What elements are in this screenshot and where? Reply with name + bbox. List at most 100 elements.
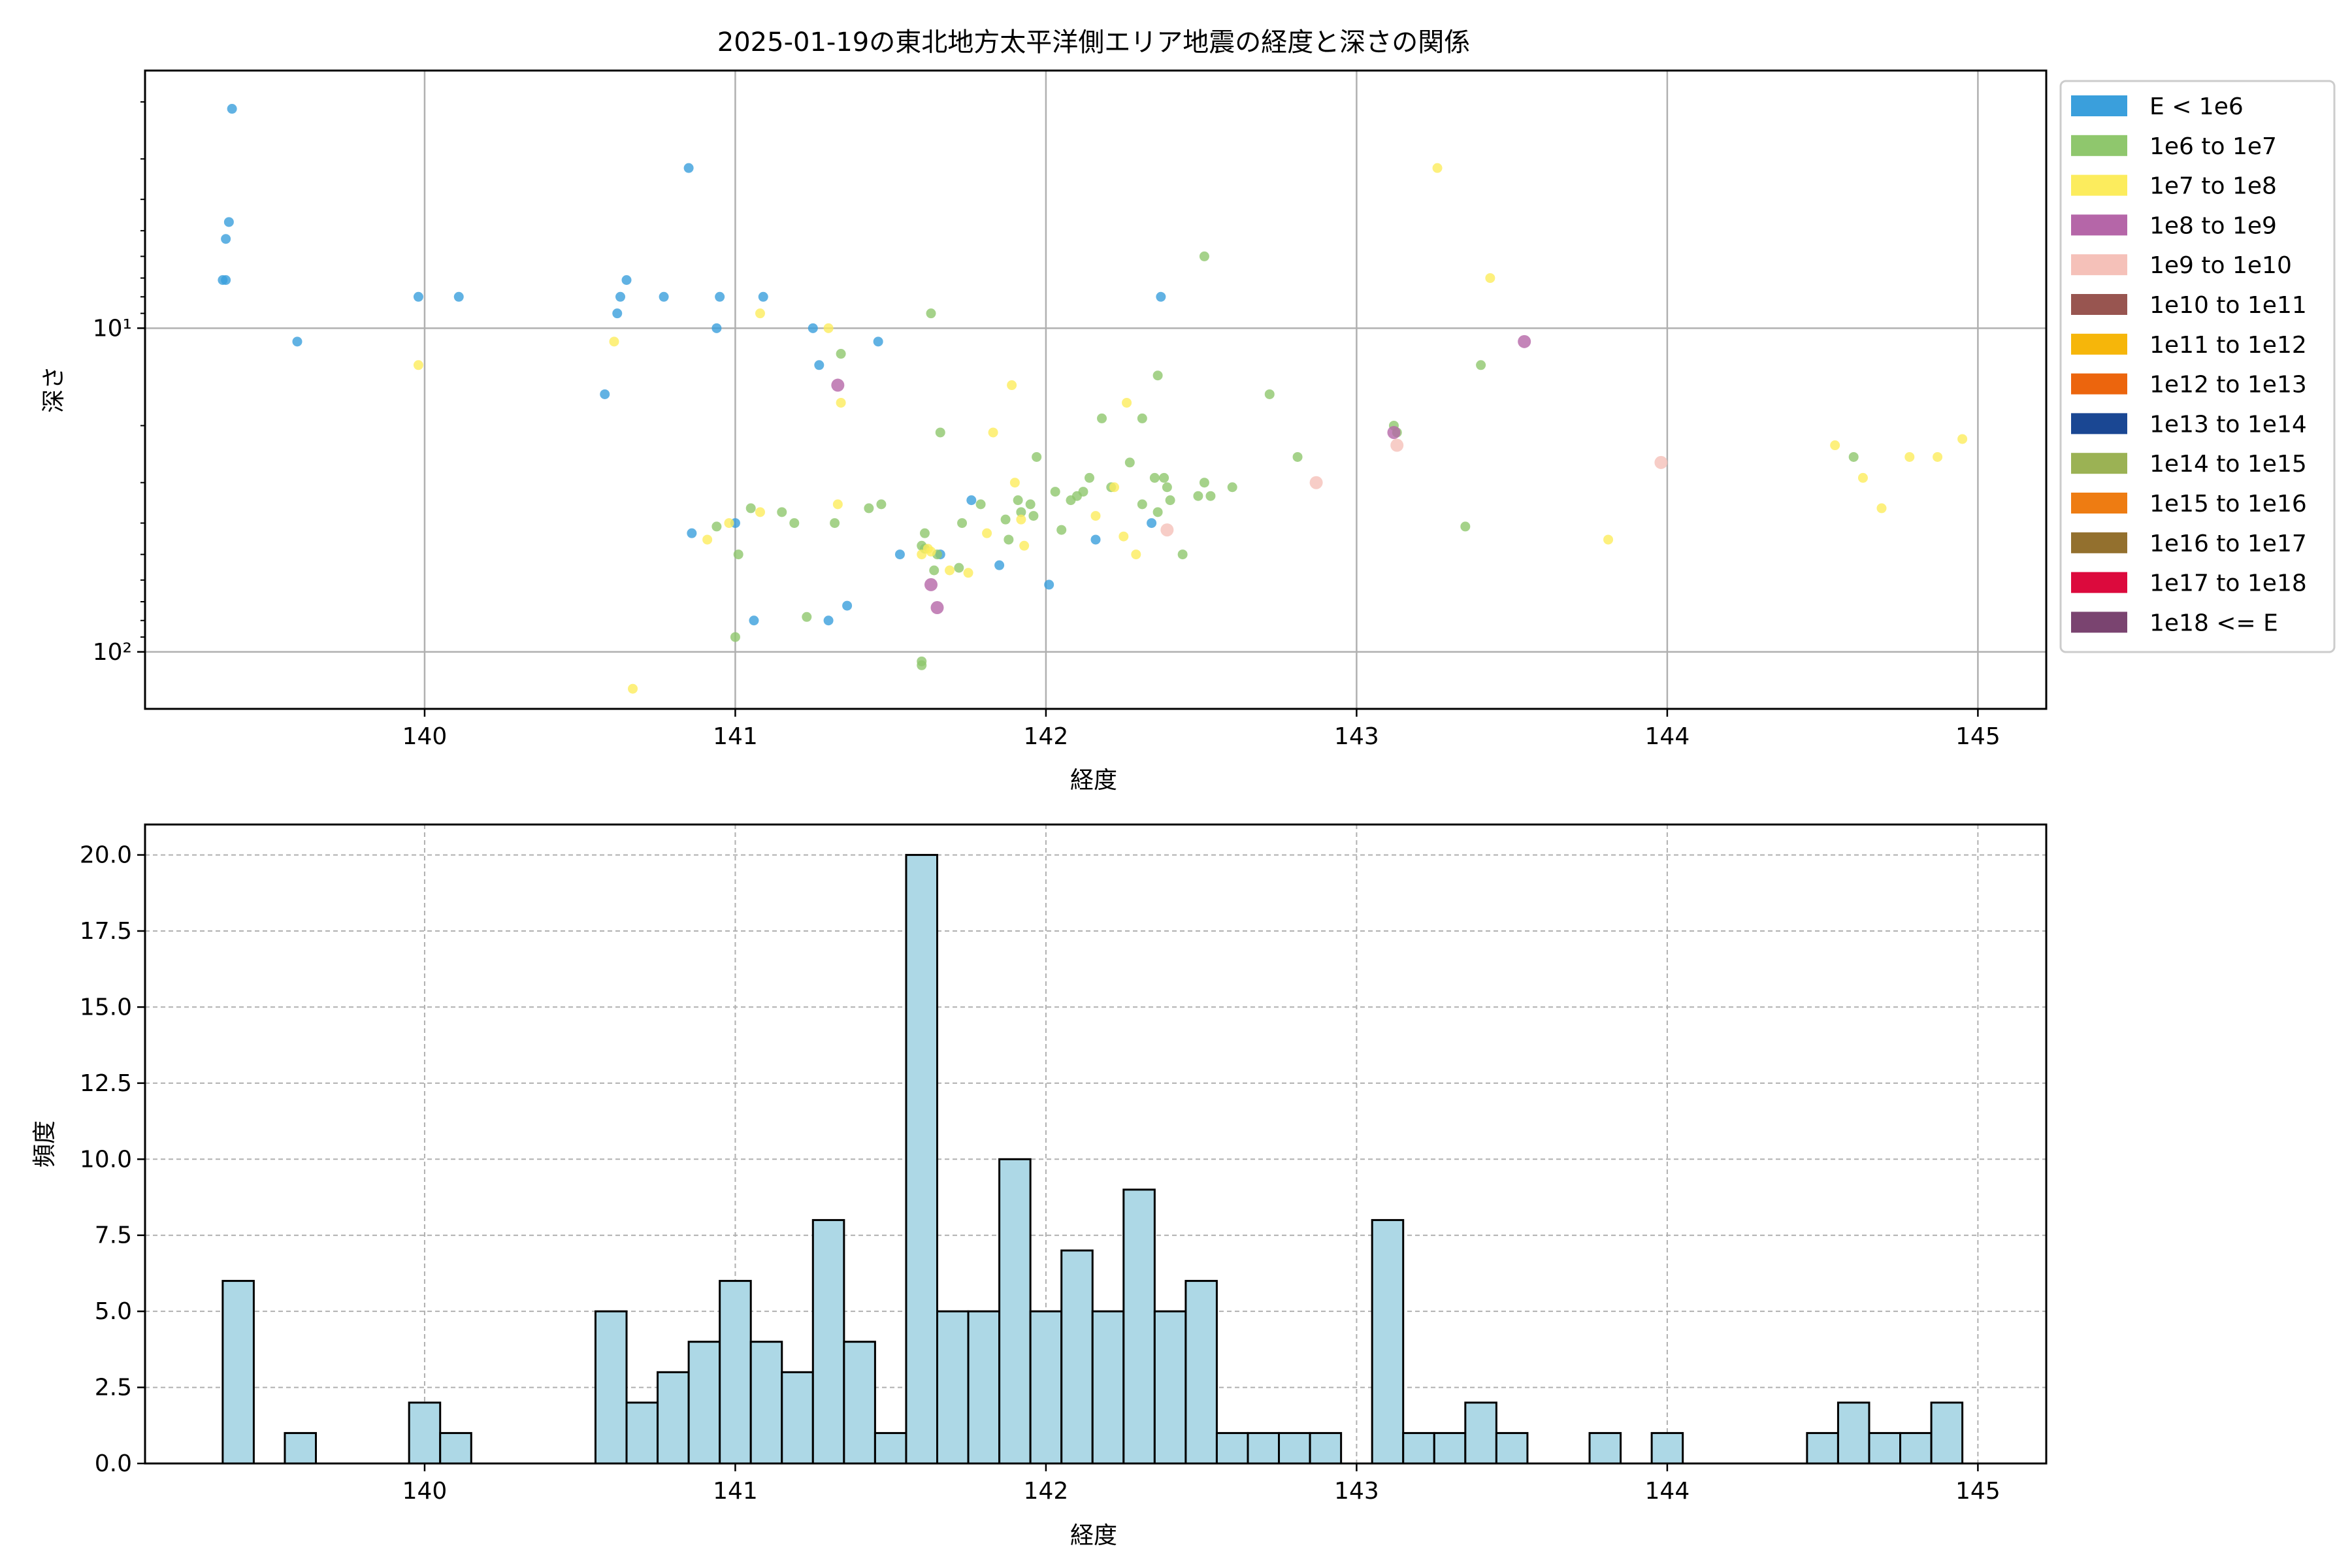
legend-label: E < 1e6 bbox=[2149, 93, 2244, 120]
histogram-bar bbox=[1588, 1431, 1622, 1465]
scatter-point bbox=[831, 378, 845, 392]
legend-label: 1e13 to 1e14 bbox=[2149, 411, 2307, 438]
scatter-point bbox=[1292, 451, 1303, 462]
scatter-point bbox=[1432, 163, 1443, 173]
scatter-point bbox=[926, 546, 936, 557]
scatter-point bbox=[876, 499, 887, 510]
histogram-bar bbox=[781, 1371, 814, 1465]
scatter-point bbox=[715, 291, 725, 302]
scatter-point bbox=[749, 615, 759, 626]
scatter-point bbox=[1152, 370, 1163, 381]
scatter-point bbox=[1124, 457, 1135, 468]
scatter-point bbox=[873, 336, 883, 347]
scatter-point bbox=[1025, 499, 1036, 510]
histogram-bar bbox=[1868, 1431, 1902, 1465]
histogram-bar bbox=[1060, 1249, 1094, 1465]
histogram-bar bbox=[1806, 1431, 1839, 1465]
histogram-bar bbox=[1122, 1188, 1156, 1465]
scatter-point bbox=[917, 660, 927, 670]
scatter-x-ticks: 140 141 142 143 144 145 bbox=[402, 709, 2001, 750]
scatter-point bbox=[917, 549, 927, 560]
scatter-point bbox=[612, 308, 623, 319]
scatter-y-axis-label: 深さ bbox=[41, 366, 67, 413]
histogram-bar bbox=[1091, 1310, 1125, 1465]
scatter-plot-frame bbox=[144, 69, 2048, 710]
scatter-point bbox=[954, 563, 964, 573]
scatter-point bbox=[745, 503, 756, 514]
scatter-point bbox=[777, 507, 787, 517]
scatter-point bbox=[935, 427, 945, 438]
legend-label: 1e10 to 1e11 bbox=[2149, 292, 2307, 319]
scatter-point bbox=[1165, 495, 1175, 506]
scatter-point bbox=[1078, 487, 1088, 497]
scatter-point bbox=[1149, 472, 1160, 483]
histogram-bar bbox=[1899, 1431, 1933, 1465]
scatter-point bbox=[823, 323, 834, 333]
scatter-point bbox=[842, 600, 853, 611]
scatter-point bbox=[1004, 534, 1014, 545]
scatter-point bbox=[1933, 451, 1943, 462]
scatter-point bbox=[789, 518, 800, 529]
histogram-x-axis-label: 経度 bbox=[1070, 1522, 1117, 1549]
scatter-point bbox=[808, 323, 818, 333]
scatter-point bbox=[1159, 472, 1169, 483]
histogram-bar bbox=[687, 1341, 721, 1465]
histogram-bar bbox=[657, 1371, 690, 1465]
scatter-point bbox=[1147, 518, 1157, 529]
scatter-point bbox=[1028, 511, 1039, 521]
legend-swatch bbox=[2071, 214, 2127, 236]
scatter-point bbox=[1193, 491, 1203, 501]
scatter-point bbox=[994, 560, 1005, 570]
legend-label: 1e18 <= E bbox=[2149, 610, 2278, 636]
histogram-y-tick-label: 15.0 bbox=[80, 994, 132, 1021]
scatter-point bbox=[1152, 507, 1163, 517]
scatter-x-axis-label: 経度 bbox=[1070, 767, 1117, 794]
histogram-bar bbox=[625, 1401, 659, 1465]
histogram-chart: 140 141 142 143 144 145 0.0 2.5 5.0 7.5 10.0 12.5 1… bbox=[31, 823, 2048, 1549]
scatter-point bbox=[802, 612, 812, 622]
legend-label: 1e14 to 1e15 bbox=[2149, 451, 2307, 478]
histogram-x-ticks: 140 141 142 143 144 145 bbox=[402, 1463, 2001, 1505]
histogram-bar bbox=[967, 1310, 1001, 1465]
scatter-point bbox=[1199, 251, 1209, 261]
histogram-bar bbox=[1433, 1431, 1467, 1465]
scatter-point bbox=[1007, 380, 1017, 391]
histogram-bar bbox=[221, 1280, 255, 1465]
scatter-point bbox=[711, 323, 722, 333]
scatter-y-ticks: 10¹ 10² bbox=[93, 101, 145, 666]
scatter-point bbox=[1122, 397, 1132, 408]
scatter-point bbox=[755, 308, 765, 319]
legend-frame bbox=[2059, 80, 2336, 653]
scatter-point bbox=[1090, 534, 1101, 545]
legend-swatch bbox=[2071, 294, 2127, 315]
scatter-point bbox=[724, 518, 734, 529]
scatter-point bbox=[963, 568, 973, 578]
histogram-bar bbox=[1153, 1310, 1187, 1465]
scatter-point bbox=[1137, 499, 1147, 510]
scatter-point bbox=[1876, 503, 1887, 514]
legend-label: 1e6 to 1e7 bbox=[2149, 133, 2277, 160]
histogram-y-tick-label: 7.5 bbox=[95, 1222, 132, 1249]
scatter-point bbox=[413, 291, 423, 302]
scatter-point bbox=[1019, 540, 1030, 551]
scatter-point bbox=[223, 217, 234, 227]
scatter-point bbox=[218, 275, 228, 286]
legend-items: E < 1e6 1e6 to 1e7 1e7 to 1e8 1e8 to 1e9 1e9… bbox=[2071, 93, 2307, 636]
scatter-point bbox=[702, 534, 713, 545]
scatter-y-tick-label: 10² bbox=[93, 639, 132, 666]
scatter-point bbox=[227, 104, 237, 114]
histogram-bar bbox=[936, 1310, 970, 1465]
scatter-point bbox=[836, 349, 846, 359]
scatter-point bbox=[1000, 514, 1011, 525]
scatter-point bbox=[1016, 514, 1026, 525]
legend-swatch bbox=[2071, 95, 2127, 116]
histogram-y-tick-label: 2.5 bbox=[95, 1375, 132, 1401]
scatter-point bbox=[975, 499, 986, 510]
histogram-bar bbox=[1402, 1431, 1435, 1465]
scatter-point bbox=[1518, 335, 1531, 348]
histogram-bar bbox=[1930, 1401, 1964, 1465]
scatter-x-tick-label: 144 bbox=[1645, 723, 1690, 750]
histogram-bar bbox=[998, 1158, 1032, 1465]
scatter-point bbox=[600, 389, 610, 399]
scatter-x-tick-label: 141 bbox=[713, 723, 758, 750]
